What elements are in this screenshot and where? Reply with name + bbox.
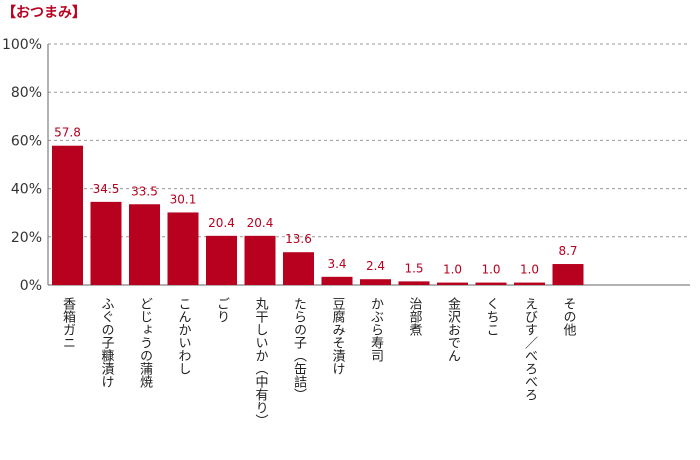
value-label: 34.5	[93, 182, 120, 196]
category-label: どじょうの蒲焼	[137, 297, 153, 388]
category-label: かぶら寿司	[368, 297, 384, 362]
bar	[90, 201, 122, 285]
y-tick-label: 40%	[11, 182, 42, 198]
category-label: ふぐの子糠漬け	[99, 297, 115, 388]
value-label: 1.5	[404, 261, 423, 275]
value-label: 33.5	[131, 184, 158, 198]
category-label: くちこ	[484, 297, 499, 336]
y-tick-label: 80%	[11, 85, 42, 101]
bar	[206, 235, 237, 285]
value-label: 1.0	[520, 263, 539, 277]
bar	[514, 282, 545, 285]
category-label: 丸干しいか（中有り）	[253, 297, 269, 427]
chart-title: 【おつまみ】	[2, 5, 86, 21]
bar	[129, 204, 160, 285]
value-label: 30.1	[170, 192, 197, 206]
y-tick-label: 20%	[11, 230, 42, 246]
category-label: 治部煮	[407, 297, 423, 337]
value-label: 8.7	[558, 244, 577, 258]
value-label: 3.4	[327, 257, 346, 271]
bar	[283, 252, 314, 285]
value-label: 13.6	[285, 232, 312, 246]
bar	[475, 282, 507, 285]
bar	[167, 212, 199, 285]
y-tick-label: 100%	[2, 37, 42, 53]
bar	[437, 282, 468, 285]
bar	[244, 235, 276, 285]
value-label: 20.4	[247, 216, 274, 230]
y-tick-label: 60%	[11, 133, 42, 149]
value-label: 20.4	[208, 216, 235, 230]
category-label: ごり	[214, 297, 229, 323]
y-tick-label: 0%	[20, 278, 42, 294]
value-label: 1.0	[481, 263, 500, 277]
category-label: こんかいわし	[176, 297, 192, 375]
category-label: 香箱ガニ	[60, 297, 76, 349]
category-label: 金沢おでん	[445, 296, 461, 362]
value-label: 57.8	[54, 126, 81, 140]
bar	[321, 276, 353, 285]
value-label: 1.0	[443, 263, 462, 277]
category-label: 豆腐みそ漬け	[330, 297, 346, 375]
category-label: その他	[561, 297, 577, 337]
bar	[552, 264, 584, 285]
bar	[52, 145, 83, 285]
bar	[398, 281, 430, 285]
value-label: 2.4	[366, 259, 385, 273]
bar	[360, 279, 391, 285]
category-label: たらの子（缶詰）	[291, 297, 307, 401]
category-label: えびす／べろべろ	[522, 297, 538, 401]
